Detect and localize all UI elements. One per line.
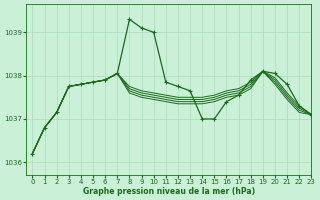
X-axis label: Graphe pression niveau de la mer (hPa): Graphe pression niveau de la mer (hPa) — [83, 187, 255, 196]
